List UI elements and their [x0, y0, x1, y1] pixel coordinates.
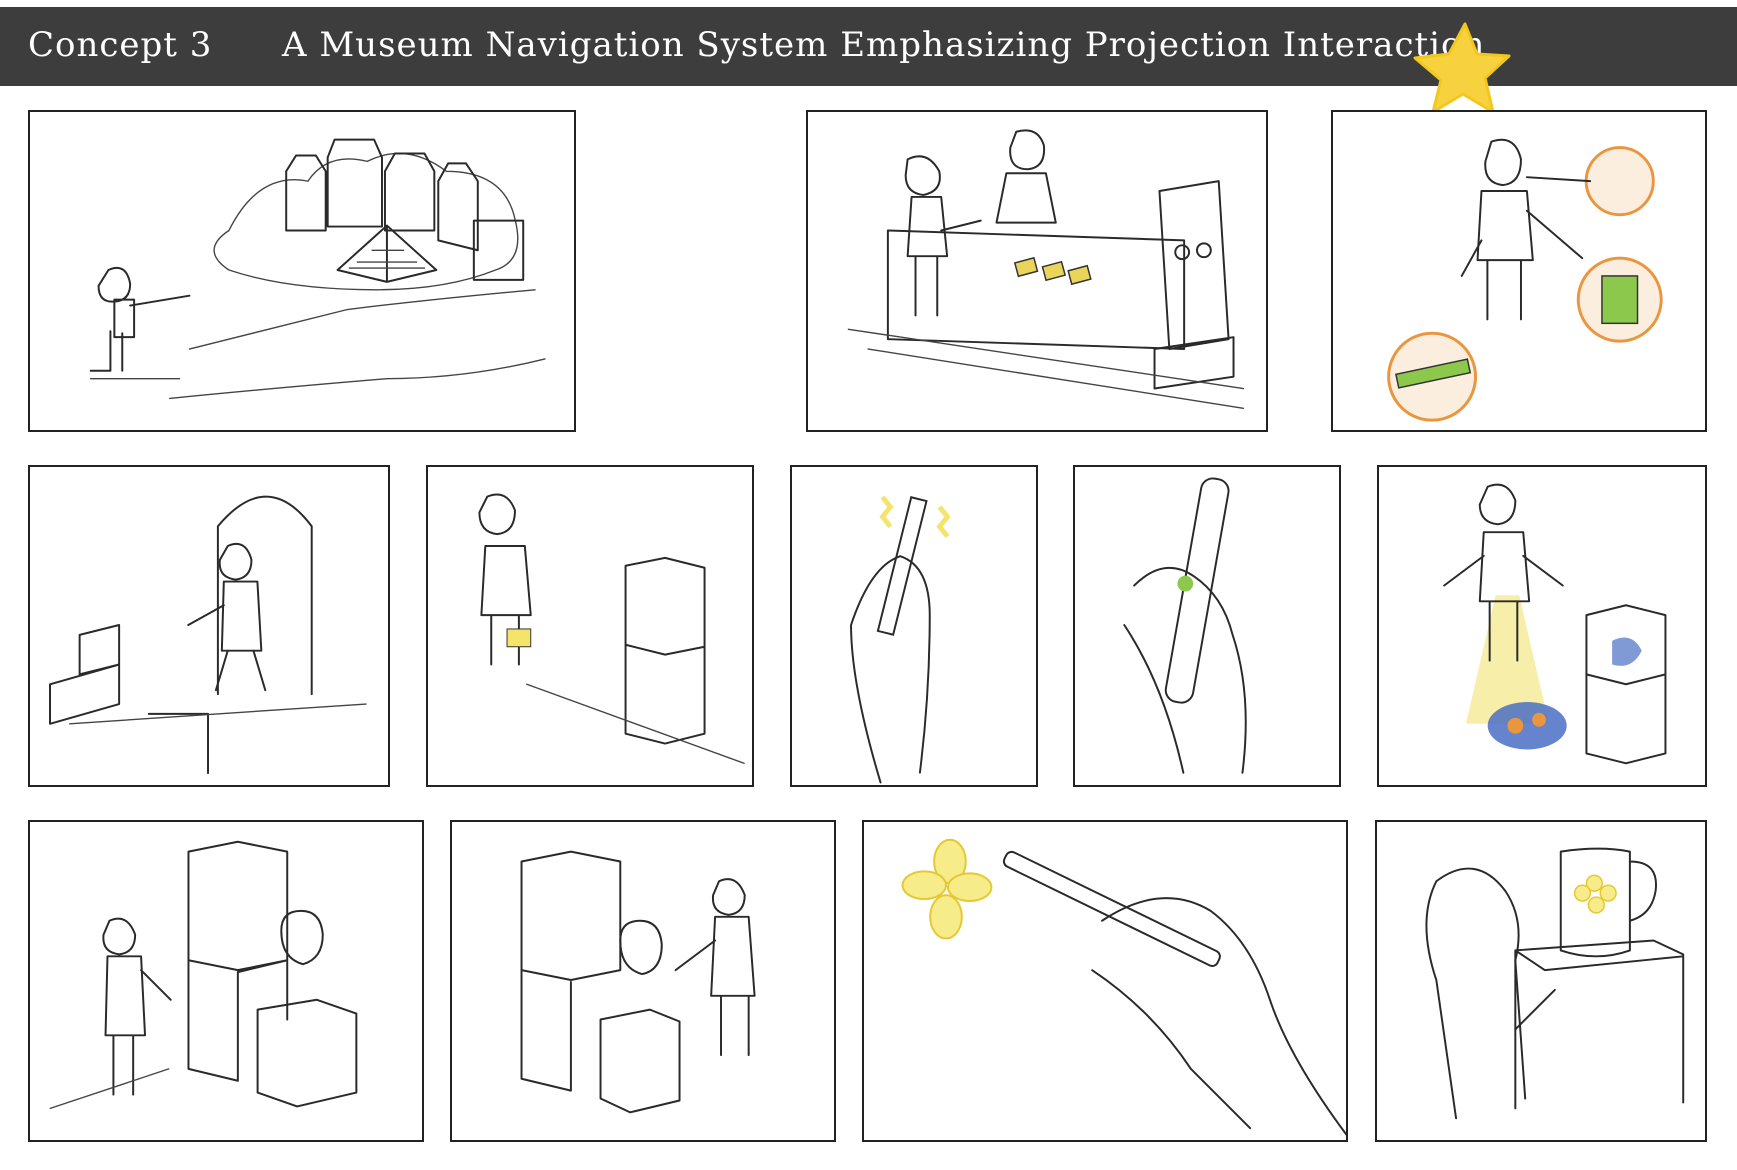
decorated-pitcher-sketch [1425, 847, 1685, 1120]
girl-at-exhibit-sketch [49, 840, 358, 1110]
storyboard-panel-4 [28, 465, 390, 787]
projection-on-floor-sketch [1443, 483, 1667, 765]
storyboard-panel-5 [426, 465, 754, 787]
page-title: A Museum Navigation System Emphasizing P… [282, 25, 1486, 65]
storyboard-panel-3 [1331, 110, 1707, 432]
header-bar: Concept 3 A Museum Navigation System Emp… [0, 7, 1737, 86]
storyboard-panel-1 [28, 110, 576, 432]
storyboard-panel-8 [1377, 465, 1707, 787]
pen-pressed-sketch [1123, 477, 1247, 774]
approaching-exhibit-sketch [478, 493, 745, 764]
star-icon [1413, 22, 1511, 114]
entering-gallery-sketch [49, 495, 367, 775]
reception-desk-sketch [847, 129, 1245, 409]
storyboard-panel-10 [450, 820, 836, 1142]
storyboard-panel-7 [1073, 465, 1341, 787]
storyboard-panel-12 [1375, 820, 1707, 1142]
device-components-sketch [1387, 138, 1663, 422]
museum-exterior-sketch [89, 138, 546, 400]
drawing-flower-sketch [901, 838, 1346, 1136]
storyboard-panel-11 [862, 820, 1348, 1142]
pen-vibrating-sketch [850, 495, 951, 784]
storyboard-panel-6 [790, 465, 1038, 787]
girl-pointing-pen-sketch [520, 850, 756, 1114]
concept-label: Concept 3 [28, 25, 213, 65]
storyboard-panel-9 [28, 820, 424, 1142]
storyboard-panel-2 [806, 110, 1268, 432]
